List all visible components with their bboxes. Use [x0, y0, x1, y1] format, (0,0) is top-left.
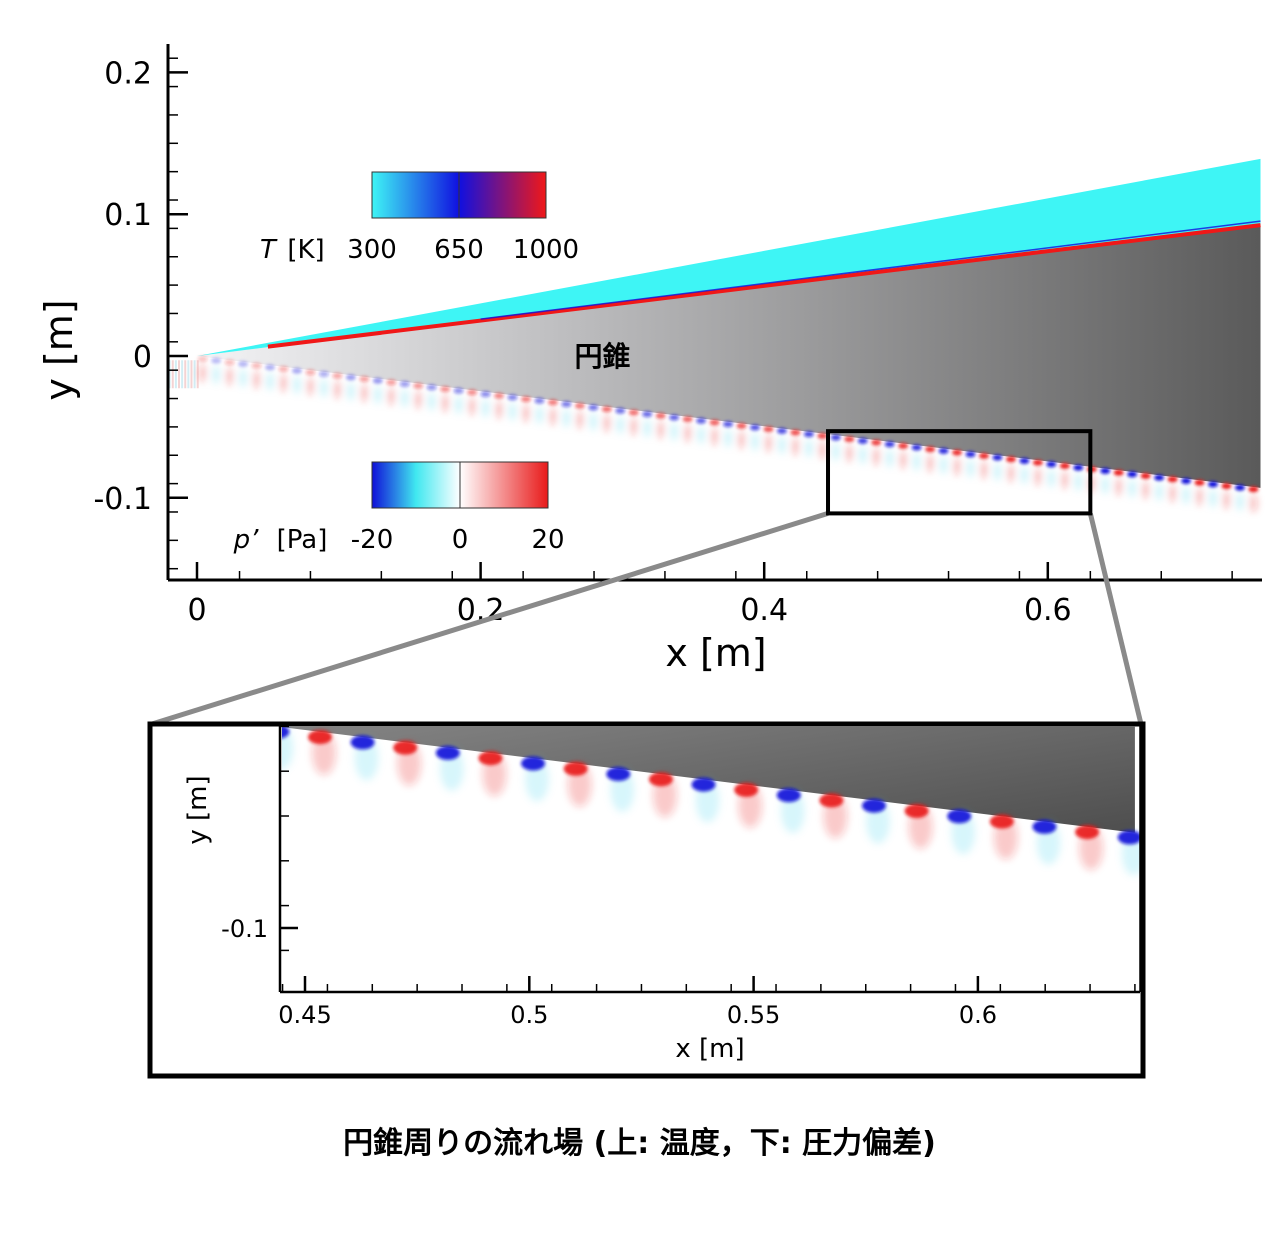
y-axis-label: y [m] [37, 299, 81, 400]
zoom-x-tick-label: 0.55 [727, 1001, 780, 1029]
temperature-tick-label: 650 [434, 235, 484, 265]
main-contour-plot: 0 0.2 0.4 0.60.20.10-0.1 円錐 T [K] 300 650 1… [37, 44, 1262, 675]
temperature-boundary-layer-edge [480, 220, 1261, 320]
zoom-region-box [826, 429, 1093, 516]
zoom-surface-fluctuations [282, 726, 1140, 845]
zoom-x-tick-label: 0.5 [510, 1001, 548, 1029]
x-tick-label: 0.6 [1024, 593, 1072, 628]
zoom-x-tick-label: 0.45 [278, 1001, 331, 1029]
temperature-symbol: T [260, 235, 278, 265]
cone-label: 円錐 [575, 340, 631, 373]
pressure-symbol: p’ [233, 525, 260, 555]
zoom-contour-plot: 0.45 0.5 0.55 0.6 -0.1 x [m] y [m] [147, 721, 1146, 1079]
cone-body [197, 224, 1261, 488]
pressure-wave-field [198, 364, 1258, 513]
temperature-tick-label: 1000 [513, 235, 579, 265]
temperature-tick-label: 300 [347, 235, 397, 265]
pressure-tick-label: -20 [351, 525, 393, 555]
callout-line-left [151, 511, 829, 727]
figure-caption: 円錐周りの流れ場 (上: 温度，下: 圧力偏差) [343, 1126, 936, 1161]
zoom-axes: 0.45 0.5 0.55 0.6 -0.1 [221, 725, 1141, 1029]
flow-field [168, 158, 1261, 513]
zoom-callout [151, 429, 1144, 727]
pressure-tick-label: 0 [452, 525, 469, 555]
temperature-shock-layer [197, 158, 1261, 356]
y-tick-label: 0 [133, 340, 152, 375]
callout-line-right [1087, 512, 1144, 725]
y-tick-label: 0.1 [104, 198, 152, 233]
y-tick-label: -0.1 [93, 482, 152, 517]
x-tick-label: 0.4 [740, 593, 788, 628]
temperature-boundary-layer [267, 223, 1261, 349]
y-tick-label: 0.2 [104, 56, 152, 91]
pressure-colorbar: p’ [Pa] -20 0 20 [233, 461, 565, 555]
temperature-colorbar: T [K] 300 650 1000 [260, 171, 579, 265]
zoom-x-tick-label: 0.6 [959, 1001, 997, 1029]
zoom-x-axis-label: x [m] [675, 1034, 744, 1064]
zoom-flow-field [282, 726, 1140, 876]
zoom-y-tick-label: -0.1 [221, 915, 268, 943]
main-axes: 0 0.2 0.4 0.60.20.10-0.1 [93, 44, 1262, 628]
zoom-y-axis-label: y [m] [183, 775, 213, 844]
temperature-unit: [K] [287, 235, 324, 265]
x-axis-label: x [m] [665, 631, 766, 675]
inflow-fluctuations [168, 360, 199, 389]
pressure-unit: [Pa] [277, 525, 328, 555]
x-tick-label: 0 [187, 593, 206, 628]
pressure-tick-label: 20 [531, 525, 564, 555]
